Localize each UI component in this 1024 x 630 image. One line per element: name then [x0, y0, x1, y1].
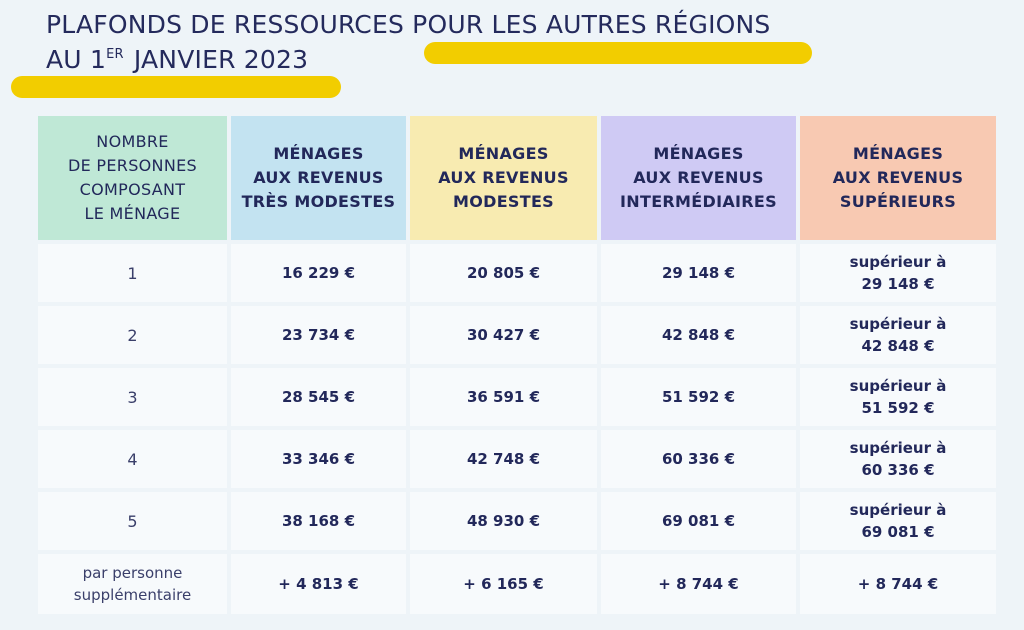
modestes-cell: 36 591 € — [410, 368, 597, 426]
title-line-2: AU 1ER JANVIER 2023 — [46, 45, 308, 74]
header-line: AUX REVENUS — [832, 168, 964, 187]
persons-cell: 3 — [38, 368, 227, 426]
superieurs-label: supérieur à — [849, 377, 947, 395]
header-line: MÉNAGES — [852, 144, 944, 163]
extra-label-line: supplémentaire — [73, 586, 192, 604]
resource-ceilings-table: NOMBRE DE PERSONNES COMPOSANT LE MÉNAGE … — [38, 116, 996, 618]
persons-cell: 1 — [38, 244, 227, 302]
extra-label-line: par personne — [82, 564, 183, 582]
table-row: 1 16 229 € 20 805 € 29 148 € supérieur à… — [38, 244, 996, 302]
tres-modestes-cell: 33 346 € — [231, 430, 406, 488]
superieurs-cell: supérieur à 69 081 € — [800, 492, 996, 550]
modestes-cell: + 6 165 € — [410, 554, 597, 614]
modestes-cell: 20 805 € — [410, 244, 597, 302]
title-highlight-1 — [424, 42, 812, 64]
header-line: DE PERSONNES — [68, 156, 197, 175]
superieurs-value: 51 592 € — [861, 399, 935, 417]
superieurs-cell: supérieur à 29 148 € — [800, 244, 996, 302]
header-line: SUPÉRIEURS — [839, 192, 957, 211]
header-line: MODESTES — [452, 192, 555, 211]
tres-modestes-cell: 28 545 € — [231, 368, 406, 426]
tres-modestes-cell: 23 734 € — [231, 306, 406, 364]
page-title: PLAFONDS DE RESSOURCES POUR LES AUTRES R… — [11, 8, 846, 103]
modestes-cell: 42 748 € — [410, 430, 597, 488]
modestes-cell: 48 930 € — [410, 492, 597, 550]
table-row: 3 28 545 € 36 591 € 51 592 € supérieur à… — [38, 368, 996, 426]
header-line: AUX REVENUS — [438, 168, 569, 187]
header-line: AUX REVENUS — [633, 168, 764, 187]
tres-modestes-cell: + 4 813 € — [231, 554, 406, 614]
header-superieurs: MÉNAGES AUX REVENUS SUPÉRIEURS — [800, 116, 996, 240]
table-header-row: NOMBRE DE PERSONNES COMPOSANT LE MÉNAGE … — [38, 116, 996, 240]
header-line: COMPOSANT — [79, 180, 186, 199]
intermediaires-cell: + 8 744 € — [601, 554, 796, 614]
intermediaires-cell: 29 148 € — [601, 244, 796, 302]
header-persons: NOMBRE DE PERSONNES COMPOSANT LE MÉNAGE — [38, 116, 227, 240]
header-tres-modestes: MÉNAGES AUX REVENUS TRÈS MODESTES — [231, 116, 406, 240]
table-row: 2 23 734 € 30 427 € 42 848 € supérieur à… — [38, 306, 996, 364]
title-highlight-2 — [11, 76, 341, 98]
intermediaires-cell: 42 848 € — [601, 306, 796, 364]
table-row-extra-person: par personne supplémentaire + 4 813 € + … — [38, 554, 996, 614]
header-line: MÉNAGES — [273, 144, 364, 163]
persons-cell: 2 — [38, 306, 227, 364]
superieurs-value: 29 148 € — [861, 275, 935, 293]
superieurs-label: supérieur à — [849, 315, 947, 333]
intermediaires-cell: 60 336 € — [601, 430, 796, 488]
superieurs-value: 60 336 € — [861, 461, 935, 479]
title-line-2-prefix: AU 1 — [46, 45, 107, 74]
tres-modestes-cell: 38 168 € — [231, 492, 406, 550]
header-line: LE MÉNAGE — [84, 204, 181, 223]
header-intermediaires: MÉNAGES AUX REVENUS INTERMÉDIAIRES — [601, 116, 796, 240]
superieurs-label: supérieur à — [849, 253, 947, 271]
persons-cell: 4 — [38, 430, 227, 488]
title-line-2-superscript: ER — [106, 47, 124, 62]
intermediaires-cell: 69 081 € — [601, 492, 796, 550]
superieurs-label: supérieur à — [849, 439, 947, 457]
header-line: INTERMÉDIAIRES — [620, 192, 777, 211]
header-line: MÉNAGES — [458, 144, 549, 163]
superieurs-cell: supérieur à 42 848 € — [800, 306, 996, 364]
superieurs-cell: supérieur à 60 336 € — [800, 430, 996, 488]
extra-person-label: par personne supplémentaire — [38, 554, 227, 614]
header-line: MÉNAGES — [653, 144, 744, 163]
tres-modestes-cell: 16 229 € — [231, 244, 406, 302]
header-line: AUX REVENUS — [253, 168, 384, 187]
header-line: NOMBRE — [96, 132, 169, 151]
title-line-1: PLAFONDS DE RESSOURCES POUR LES AUTRES R… — [46, 10, 771, 39]
header-modestes: MÉNAGES AUX REVENUS MODESTES — [410, 116, 597, 240]
modestes-cell: 30 427 € — [410, 306, 597, 364]
superieurs-value: 69 081 € — [861, 523, 935, 541]
persons-cell: 5 — [38, 492, 227, 550]
title-line-2-suffix: JANVIER 2023 — [125, 45, 309, 74]
superieurs-cell: + 8 744 € — [800, 554, 996, 614]
header-line: TRÈS MODESTES — [241, 192, 396, 211]
superieurs-label: supérieur à — [849, 501, 947, 519]
table-row: 5 38 168 € 48 930 € 69 081 € supérieur à… — [38, 492, 996, 550]
intermediaires-cell: 51 592 € — [601, 368, 796, 426]
superieurs-cell: supérieur à 51 592 € — [800, 368, 996, 426]
table-row: 4 33 346 € 42 748 € 60 336 € supérieur à… — [38, 430, 996, 488]
superieurs-value: 42 848 € — [861, 337, 935, 355]
